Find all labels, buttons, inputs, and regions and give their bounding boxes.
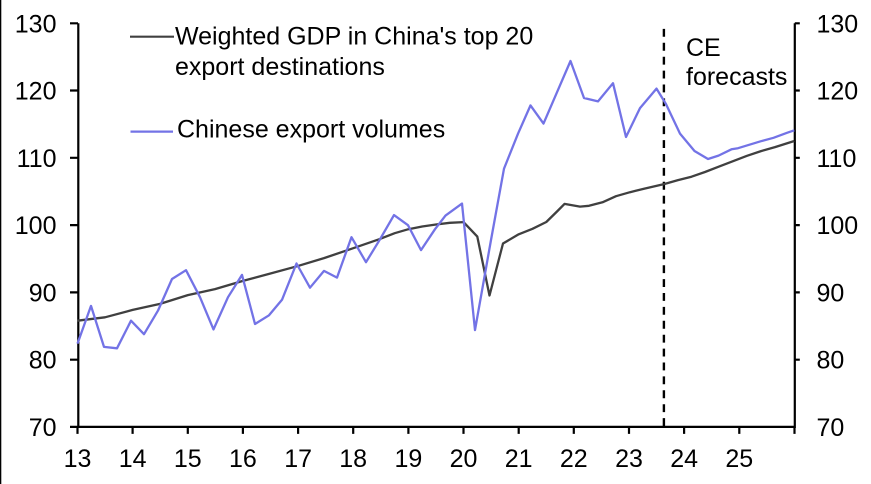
svg-text:21: 21 [505, 445, 533, 473]
svg-text:120: 120 [817, 78, 859, 106]
svg-text:130: 130 [15, 10, 57, 38]
svg-text:export destinations: export destinations [175, 53, 385, 81]
svg-text:80: 80 [29, 347, 57, 375]
svg-text:70: 70 [817, 414, 845, 442]
svg-text:23: 23 [615, 445, 643, 473]
svg-text:110: 110 [817, 145, 857, 173]
svg-text:110: 110 [17, 145, 57, 173]
svg-text:13: 13 [64, 445, 92, 473]
svg-text:24: 24 [670, 445, 698, 473]
svg-text:100: 100 [15, 212, 57, 240]
svg-text:120: 120 [15, 78, 57, 106]
svg-text:20: 20 [450, 445, 478, 473]
svg-text:17: 17 [284, 445, 312, 473]
svg-text:19: 19 [394, 445, 422, 473]
svg-text:15: 15 [174, 445, 202, 473]
svg-text:22: 22 [560, 445, 588, 473]
svg-text:90: 90 [817, 279, 845, 307]
svg-text:Weighted GDP in China's top 20: Weighted GDP in China's top 20 [175, 23, 533, 51]
svg-text:130: 130 [817, 10, 859, 38]
svg-text:25: 25 [725, 445, 753, 473]
svg-text:100: 100 [817, 212, 859, 240]
svg-text:90: 90 [29, 279, 57, 307]
svg-text:80: 80 [817, 347, 845, 375]
svg-text:Chinese export volumes: Chinese export volumes [177, 116, 445, 144]
svg-text:CE: CE [686, 34, 721, 62]
svg-text:18: 18 [339, 445, 367, 473]
svg-text:forecasts: forecasts [686, 63, 787, 91]
svg-text:70: 70 [29, 414, 57, 442]
svg-text:14: 14 [119, 445, 147, 473]
svg-text:16: 16 [229, 445, 257, 473]
